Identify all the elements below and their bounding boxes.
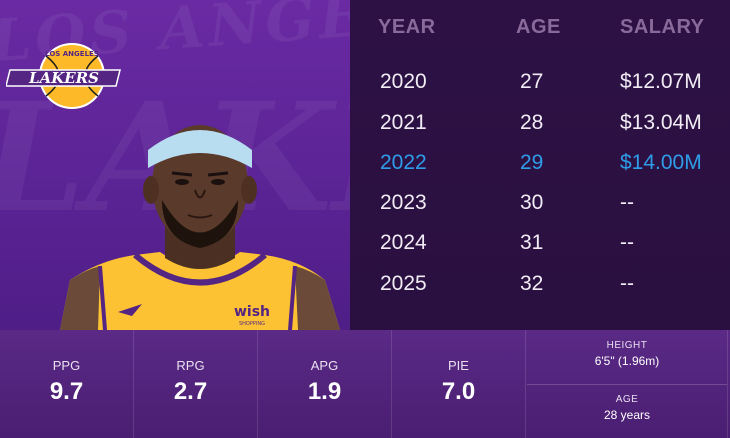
- salary-cell: --: [620, 191, 634, 214]
- jersey-sponsor-sub: SHOPPING: [239, 321, 265, 327]
- contract-row: 2024 31 --: [350, 231, 730, 271]
- stat-label: APG: [310, 358, 339, 373]
- salary-cell: --: [620, 231, 634, 254]
- stat-value: 2.7: [173, 378, 208, 405]
- contract-row: 2021 28 $13.04M: [350, 111, 730, 151]
- height-value: 6'5" (1.96m): [594, 354, 660, 368]
- contract-row: 2025 32 --: [350, 272, 730, 312]
- stat-ppg: PPG 9.7: [0, 330, 134, 438]
- stat-value: 9.7: [49, 378, 84, 405]
- contract-table: YEAR AGE SALARY 2020 27 $12.07M 2021 28 …: [350, 0, 730, 330]
- stat-value: 7.0: [441, 378, 476, 405]
- year-cell: 2025: [380, 272, 427, 295]
- stat-rpg: RPG 2.7: [124, 330, 258, 438]
- stats-bar: PPG 9.7 RPG 2.7 APG 1.9 PIE 7.0 HEIGHT 6…: [0, 330, 730, 438]
- salary-cell: $14.00M: [620, 151, 702, 174]
- year-cell: 2022: [380, 151, 427, 174]
- stat-label: PIE: [448, 358, 469, 373]
- player-bio: HEIGHT 6'5" (1.96m) AGE 28 years: [527, 330, 728, 438]
- age-cell: 31: [520, 231, 544, 254]
- age-cell: 30: [520, 191, 544, 214]
- player-photo-panel: LOS ANGELES LAKERS LAKERS LOS ANGELES: [0, 0, 350, 330]
- lakers-logo-icon: LAKERS LOS ANGELES: [6, 43, 121, 109]
- stat-pie: PIE 7.0: [392, 330, 526, 438]
- stat-label: RPG: [176, 358, 205, 373]
- player-headshot: wish SHOPPING: [60, 125, 340, 330]
- age-cell: 29: [520, 151, 544, 174]
- contract-row: 2023 30 --: [350, 191, 730, 231]
- age-column-header: AGE: [516, 16, 561, 38]
- age-block: AGE 28 years: [527, 384, 727, 438]
- contract-row: 2020 27 $12.07M: [350, 70, 730, 110]
- salary-cell: --: [620, 272, 634, 295]
- stat-apg: APG 1.9: [258, 330, 392, 438]
- salary-column-header: SALARY: [620, 16, 705, 38]
- year-cell: 2023: [380, 191, 427, 214]
- age-cell: 32: [520, 272, 544, 295]
- age-value: 28 years: [603, 408, 651, 422]
- age-cell: 27: [520, 70, 544, 93]
- year-column-header: YEAR: [378, 16, 436, 38]
- stat-label: PPG: [52, 358, 81, 373]
- year-cell: 2024: [380, 231, 427, 254]
- year-cell: 2021: [380, 111, 427, 134]
- year-cell: 2020: [380, 70, 427, 93]
- contract-row-current: 2022 29 $14.00M: [350, 151, 730, 191]
- height-block: HEIGHT 6'5" (1.96m): [527, 330, 727, 385]
- salary-cell: $12.07M: [620, 70, 702, 93]
- logo-text-top: LOS ANGELES: [45, 50, 99, 58]
- height-label: HEIGHT: [606, 340, 648, 351]
- salary-cell: $13.04M: [620, 111, 702, 134]
- age-label: AGE: [615, 394, 639, 405]
- age-cell: 28: [520, 111, 544, 134]
- stat-value: 1.9: [307, 378, 342, 405]
- jersey-sponsor: wish: [234, 304, 270, 320]
- logo-text-main: LAKERS: [28, 69, 99, 87]
